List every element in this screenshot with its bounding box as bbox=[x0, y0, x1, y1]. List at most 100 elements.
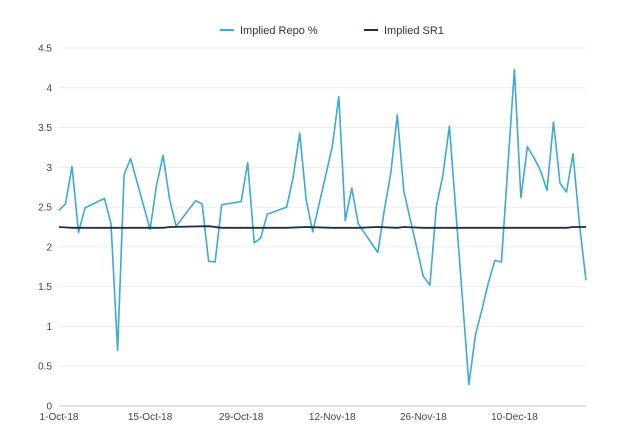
x-tick-label: 1-Oct-18 bbox=[40, 412, 79, 423]
data-point bbox=[169, 198, 171, 200]
data-point bbox=[468, 384, 470, 386]
y-tick-label: 1.5 bbox=[38, 282, 52, 293]
data-point bbox=[208, 260, 210, 262]
data-point bbox=[305, 226, 307, 228]
data-point bbox=[299, 132, 301, 134]
series-line-implied-sr1 bbox=[58, 225, 586, 229]
data-point bbox=[71, 227, 73, 229]
series-line-implied-repo bbox=[58, 68, 587, 386]
data-point bbox=[390, 172, 392, 174]
data-point bbox=[520, 197, 522, 199]
legend-item: Implied Repo % bbox=[220, 25, 318, 37]
data-point bbox=[572, 226, 574, 228]
data-point bbox=[117, 349, 119, 351]
data-point bbox=[156, 184, 158, 186]
data-point bbox=[78, 232, 80, 234]
data-point bbox=[240, 201, 242, 203]
data-point bbox=[123, 174, 125, 176]
data-point bbox=[481, 309, 483, 311]
data-point bbox=[162, 154, 164, 156]
data-point bbox=[357, 223, 359, 225]
data-point bbox=[513, 227, 515, 229]
data-point bbox=[487, 282, 489, 284]
data-point bbox=[533, 157, 535, 159]
data-point bbox=[494, 259, 496, 261]
data-point bbox=[566, 191, 568, 193]
data-point bbox=[162, 227, 164, 229]
data-point bbox=[312, 231, 314, 233]
y-tick-label: 0 bbox=[46, 402, 52, 413]
y-tick-label: 3.5 bbox=[38, 123, 52, 134]
x-tick-label: 15-Oct-18 bbox=[128, 412, 173, 423]
x-axis: 1-Oct-18 15-Oct-18 29-Oct-18 12-Nov-18 26-No… bbox=[40, 412, 539, 423]
legend-item: Implied SR1 bbox=[364, 25, 444, 37]
data-point bbox=[566, 227, 568, 229]
data-point bbox=[403, 190, 405, 192]
data-point bbox=[58, 226, 60, 228]
data-point bbox=[221, 204, 223, 206]
data-point bbox=[104, 197, 106, 199]
x-tick-label: 10-Dec-18 bbox=[491, 412, 538, 423]
data-point bbox=[559, 182, 561, 184]
data-point bbox=[260, 237, 262, 239]
data-point bbox=[247, 162, 249, 164]
data-point bbox=[572, 153, 574, 155]
data-point bbox=[422, 227, 424, 229]
data-point bbox=[585, 279, 587, 281]
data-point bbox=[500, 261, 502, 263]
data-point bbox=[396, 114, 398, 116]
data-point bbox=[540, 170, 542, 172]
data-point bbox=[65, 203, 67, 205]
grid-lines bbox=[59, 47, 586, 407]
chart-legend: Implied Repo % Implied SR1 bbox=[220, 25, 444, 37]
x-tick-label: 12-Nov-18 bbox=[309, 412, 356, 423]
data-point bbox=[579, 224, 581, 226]
data-point bbox=[331, 227, 333, 229]
data-point bbox=[266, 213, 268, 215]
data-point bbox=[585, 226, 587, 228]
data-point bbox=[201, 203, 203, 205]
data-point bbox=[429, 284, 431, 286]
data-point bbox=[344, 220, 346, 222]
data-point bbox=[546, 189, 548, 191]
data-point bbox=[208, 225, 210, 227]
data-point bbox=[422, 275, 424, 277]
data-point bbox=[442, 174, 444, 176]
data-point bbox=[58, 209, 60, 211]
data-point bbox=[513, 69, 515, 71]
data-point bbox=[351, 187, 353, 189]
data-point bbox=[253, 242, 255, 244]
data-point bbox=[383, 209, 385, 211]
data-point bbox=[286, 227, 288, 229]
data-point bbox=[221, 227, 223, 229]
data-point bbox=[553, 121, 555, 123]
y-axis: 0 0.5 1 1.5 2 2.5 3 3.5 4 4.5 bbox=[38, 44, 52, 413]
y-tick-label: 4.5 bbox=[38, 44, 52, 55]
data-point bbox=[448, 125, 450, 127]
y-tick-label: 3 bbox=[46, 163, 52, 174]
y-tick-label: 1 bbox=[46, 322, 52, 333]
data-point bbox=[195, 200, 197, 202]
y-tick-label: 2.5 bbox=[38, 203, 52, 214]
data-point bbox=[357, 227, 359, 229]
y-tick-label: 0.5 bbox=[38, 362, 52, 373]
data-point bbox=[474, 334, 476, 336]
data-point bbox=[526, 146, 528, 148]
legend-label: Implied Repo % bbox=[240, 25, 318, 37]
data-point bbox=[331, 146, 333, 148]
data-point bbox=[84, 207, 86, 209]
data-point bbox=[117, 227, 119, 229]
data-point bbox=[377, 226, 379, 228]
data-point bbox=[292, 176, 294, 178]
data-point bbox=[377, 252, 379, 254]
data-point bbox=[214, 261, 216, 263]
data-point bbox=[110, 223, 112, 225]
data-point bbox=[305, 199, 307, 201]
x-tick-label: 26-Nov-18 bbox=[400, 412, 447, 423]
data-point bbox=[396, 227, 398, 229]
data-point bbox=[338, 96, 340, 98]
data-point bbox=[435, 205, 437, 207]
data-point bbox=[286, 206, 288, 208]
data-point bbox=[130, 158, 132, 160]
